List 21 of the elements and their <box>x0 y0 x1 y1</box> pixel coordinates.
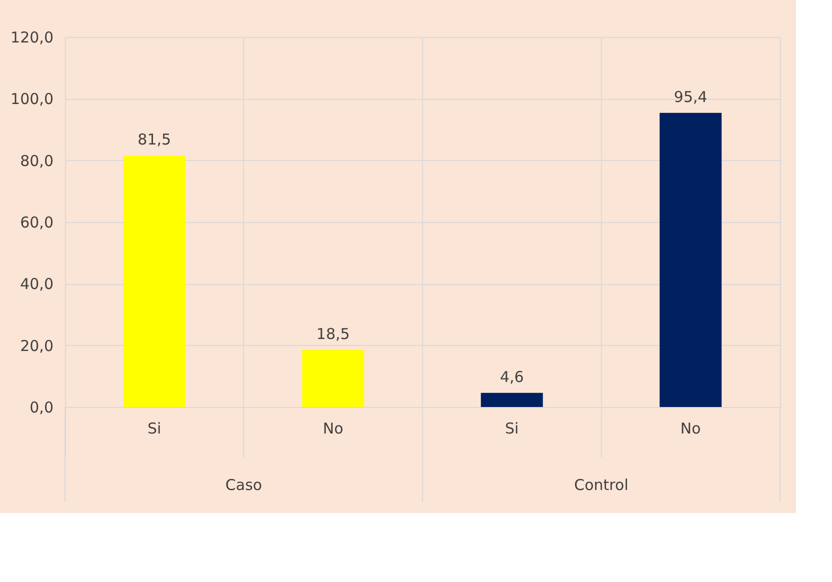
text: Control <box>574 476 628 494</box>
y-tick-label: 40,0 <box>20 275 54 294</box>
y-tick-label: 120,0 <box>10 28 54 46</box>
data-label: 18,5 <box>316 324 350 343</box>
y-tick-label: 60,0 <box>20 214 54 232</box>
y-tick-label: 20,0 <box>20 336 54 355</box>
y-tick-label: 100,0 <box>10 90 54 108</box>
y-tick-label: 0,0 <box>30 398 54 416</box>
text: Caso <box>225 476 262 494</box>
x-tick-label: No <box>322 420 344 438</box>
bar <box>480 392 543 407</box>
data-label: 81,5 <box>138 130 172 149</box>
x-tick-label: Si <box>148 420 162 438</box>
bar <box>302 350 364 407</box>
data-label: 4,6 <box>500 368 524 386</box>
y-tick-label: 80,0 <box>20 152 54 170</box>
bar <box>660 112 722 407</box>
x-tick-label: No <box>680 420 701 438</box>
data-label: 95,4 <box>674 88 708 106</box>
bar <box>123 156 186 407</box>
x-tick-label: Si <box>505 420 519 438</box>
